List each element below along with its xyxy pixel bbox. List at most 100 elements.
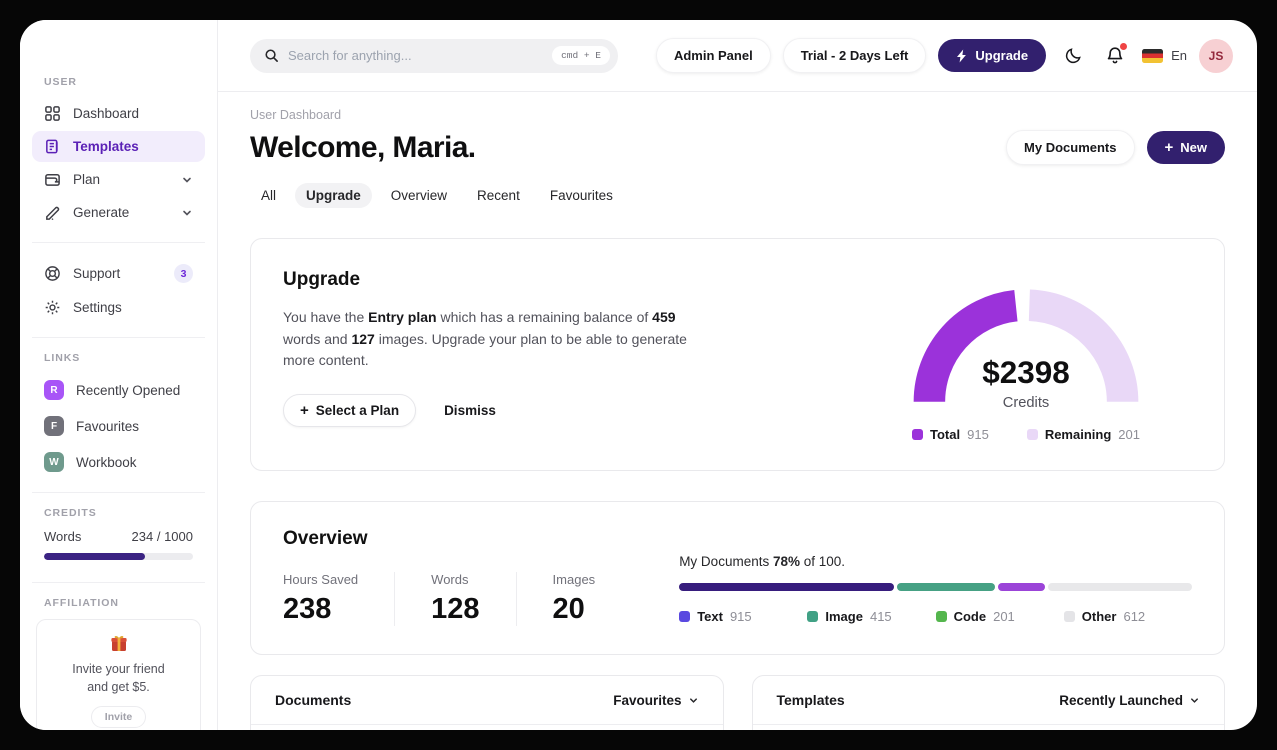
gauge-arc-total [913, 290, 1019, 403]
legend-item-other: Other 612 [1063, 609, 1192, 624]
body-text: images. Upgrade your plan to be able to … [283, 330, 687, 369]
documents-progress-label: My Documents 78% of 100. [679, 554, 1192, 569]
legend-value: 915 [967, 427, 989, 442]
gift-icon [110, 635, 127, 651]
moon-icon [1065, 48, 1081, 64]
sidebar-item-dashboard[interactable]: Dashboard [32, 98, 205, 129]
tab-favourites[interactable]: Favourites [549, 188, 613, 203]
gauge-center-value: $2398 [982, 354, 1070, 390]
sidebar-link-recently-opened[interactable]: R Recently Opened [32, 374, 205, 406]
sidebar-item-generate[interactable]: Generate [32, 197, 205, 228]
sidebar: USER Dashboard Templates Plan Generate S… [20, 20, 218, 730]
select-plan-button[interactable]: + Select a Plan [283, 394, 417, 428]
dismiss-button[interactable]: Dismiss [444, 403, 496, 419]
sidebar-link-workbook[interactable]: W Workbook [32, 446, 205, 478]
new-button[interactable]: + New [1146, 131, 1225, 164]
sidebar-item-templates[interactable]: Templates [32, 131, 205, 162]
sidebar-item-plan[interactable]: Plan [32, 164, 205, 195]
bolt-icon [957, 49, 967, 62]
legend-value: 612 [1123, 609, 1146, 624]
images-balance: 127 [351, 330, 375, 347]
user-avatar[interactable]: JS [1199, 38, 1233, 73]
search-icon [265, 49, 278, 62]
legend-value: 415 [869, 609, 892, 624]
notification-dot [1120, 42, 1128, 50]
progress-text: of 100. [800, 554, 846, 569]
stat-images: Images 20 [515, 572, 632, 626]
sidebar-item-settings[interactable]: Settings [32, 292, 205, 323]
words-balance: 459 [652, 309, 676, 325]
filter-label: Favourites [613, 692, 682, 708]
tab-all[interactable]: All [261, 188, 277, 203]
chevron-down-icon [183, 210, 191, 216]
overview-card-left: Overview Hours Saved 238 Words 128 Image… [283, 528, 631, 626]
body-text: which has a remaining balance of [436, 309, 653, 325]
body-text: You have the [283, 309, 369, 325]
templates-filter-dropdown[interactable]: Recently Launched [1059, 693, 1200, 708]
grid-icon [45, 106, 60, 121]
upgrade-card-left: Upgrade You have the Entry plan which ha… [283, 269, 753, 442]
overview-card-title: Overview [283, 528, 368, 549]
page-title: Welcome, Maria. [250, 130, 476, 164]
bar-segment-other [1048, 583, 1192, 591]
tab-upgrade[interactable]: Upgrade [295, 183, 372, 208]
bar-segment-text [679, 583, 895, 591]
trial-status-button[interactable]: Trial - 2 Days Left [782, 38, 927, 73]
app-window: USER Dashboard Templates Plan Generate S… [20, 20, 1257, 730]
dark-mode-toggle[interactable] [1058, 41, 1088, 71]
progress-text: My Documents [679, 554, 773, 569]
stat-hours-saved: Hours Saved 238 [283, 572, 394, 626]
affiliation-line1: Invite your friend [72, 662, 165, 676]
gauge-chart: $2398 Credits [913, 289, 1139, 411]
sidebar-item-support[interactable]: Support 3 [32, 257, 205, 290]
search-placeholder: Search for anything... [288, 48, 412, 63]
overview-card-right: My Documents 78% of 100. Text 915 [679, 528, 1192, 626]
search-input[interactable]: Search for anything... cmd + E [250, 38, 618, 73]
notifications-button[interactable] [1100, 41, 1130, 71]
breadcrumb: User Dashboard [250, 108, 342, 122]
template-list-item[interactable]: Blog Post Title in Workbook [753, 725, 1225, 730]
plus-icon: + [300, 402, 309, 420]
link-label: Favourites [76, 418, 140, 434]
stat-words: Words 128 [394, 572, 515, 626]
tab-recent[interactable]: Recent [477, 188, 520, 203]
sidebar-link-favourites[interactable]: F Favourites [32, 410, 205, 442]
sidebar-section-credits: CREDITS [44, 507, 97, 519]
bar-segment-code [998, 583, 1046, 591]
plus-icon: + [1164, 139, 1174, 156]
link-initial-badge: R [44, 380, 64, 400]
legend-value: 201 [993, 609, 1015, 624]
credits-value: 234 / 1000 [131, 529, 193, 544]
documents-filter-dropdown[interactable]: Favourites [613, 693, 698, 708]
search-shortcut-badge: cmd + E [552, 46, 610, 65]
legend-swatch [679, 611, 691, 622]
chevron-down-icon [183, 177, 191, 183]
document-list-item[interactable]: Untitled Document in Workbook [251, 725, 723, 730]
sidebar-section-links: LINKS [44, 352, 81, 364]
select-plan-label: Select a Plan [315, 403, 400, 419]
legend-name: Total [930, 427, 961, 442]
language-selector[interactable]: En [1142, 41, 1187, 71]
link-initial-badge: F [44, 416, 64, 436]
upgrade-card-title: Upgrade [283, 269, 361, 290]
admin-panel-button[interactable]: Admin Panel [655, 38, 771, 73]
upgrade-card-body: You have the Entry plan which has a rema… [283, 307, 703, 372]
my-documents-button[interactable]: My Documents [1006, 130, 1135, 165]
sidebar-item-label: Support [73, 266, 121, 281]
stat-label: Words [431, 572, 469, 587]
overview-card: Overview Hours Saved 238 Words 128 Image… [250, 501, 1225, 655]
upgrade-button-label: Upgrade [975, 48, 1029, 63]
stat-value: 20 [552, 593, 585, 625]
legend-name: Text [697, 609, 723, 624]
upgrade-button[interactable]: Upgrade [938, 39, 1047, 72]
legend-value: 915 [729, 609, 752, 624]
tab-overview[interactable]: Overview [390, 188, 448, 203]
gauge-legend: Total 915 Remaining 201 [912, 427, 1140, 442]
invite-button[interactable]: Invite [90, 706, 147, 729]
panel-title: Documents [275, 692, 352, 708]
credits-progress-fill [44, 553, 146, 560]
stat-value: 128 [431, 593, 480, 625]
legend-item-total: Total 915 [912, 427, 989, 442]
link-initial-badge: W [44, 452, 64, 472]
affiliation-card: Invite your friend and get $5. Invite [36, 619, 201, 730]
